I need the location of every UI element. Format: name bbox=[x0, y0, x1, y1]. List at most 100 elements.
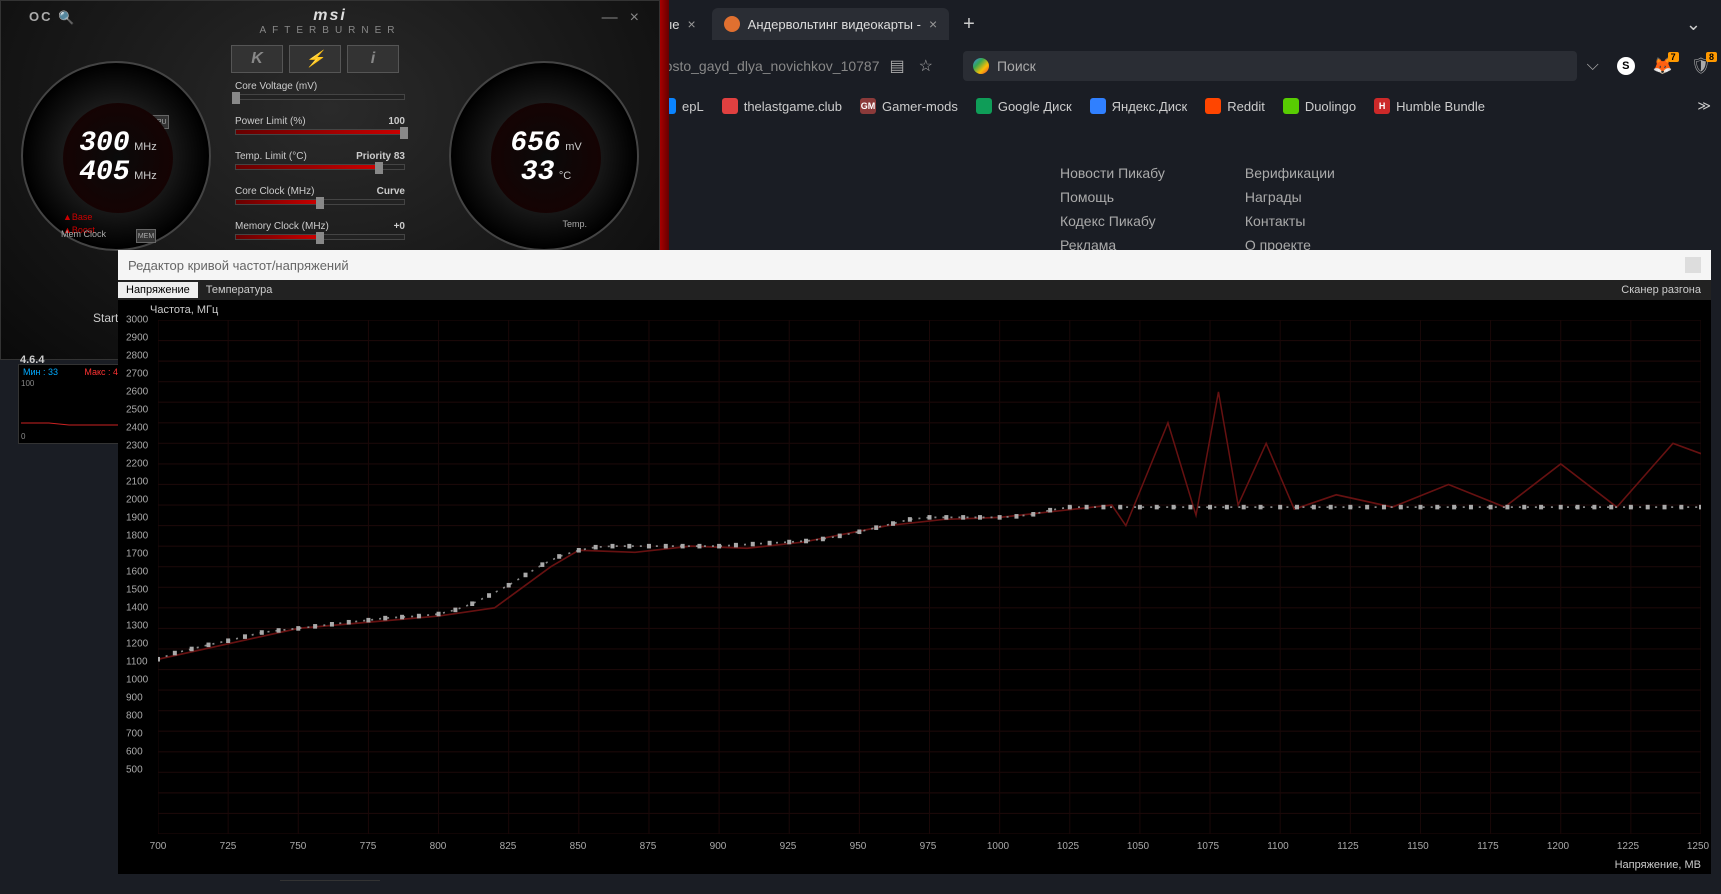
slider-value: 100 bbox=[388, 116, 405, 127]
curve-tabs: Напряжение Температура Сканер разгона bbox=[118, 280, 1711, 300]
bookmark-item[interactable]: thelastgame.club bbox=[722, 98, 842, 114]
bookmark-icon bbox=[1283, 98, 1299, 114]
slider-track[interactable] bbox=[235, 199, 405, 205]
bookmark-item[interactable]: Google Диск bbox=[976, 98, 1072, 114]
url-text: rosto_gayd_dlya_novichkov_10787 bbox=[660, 58, 880, 74]
footer-link[interactable]: Награды bbox=[1245, 189, 1335, 205]
slider-thumb[interactable] bbox=[400, 127, 408, 139]
footer-link[interactable]: Контакты bbox=[1245, 213, 1335, 229]
start-button[interactable]: Start bbox=[93, 311, 118, 325]
bookmark-icon: GM bbox=[860, 98, 876, 114]
x-tick: 1025 bbox=[1057, 841, 1079, 852]
close-icon[interactable] bbox=[1685, 257, 1701, 273]
bookmark-icon bbox=[976, 98, 992, 114]
x-tick: 825 bbox=[500, 841, 517, 852]
x-tick: 800 bbox=[430, 841, 447, 852]
slider-thumb[interactable] bbox=[316, 232, 324, 244]
scan-button[interactable]: Сканер разгона bbox=[1621, 284, 1711, 296]
reader-icon[interactable]: ▤ bbox=[890, 56, 905, 76]
x-tick: 1100 bbox=[1267, 841, 1289, 852]
shield-icon[interactable]: S bbox=[1617, 57, 1635, 75]
bookmark-icon: H bbox=[1374, 98, 1390, 114]
x-tick: 875 bbox=[640, 841, 657, 852]
slider-row: Core Voltage (mV) bbox=[235, 81, 405, 100]
taskbar-fragment bbox=[280, 880, 380, 894]
bookmark-label: epL bbox=[682, 99, 704, 114]
tab-bar: есные × Андервольтинг видеокарты - × + ⌄ bbox=[630, 8, 1711, 40]
bookmark-label: Humble Bundle bbox=[1396, 99, 1485, 114]
y-tick: 2600 bbox=[126, 387, 148, 398]
favicon-icon bbox=[724, 16, 740, 32]
slider-value: Curve bbox=[377, 186, 405, 197]
chevron-down-icon[interactable]: ⌄ bbox=[1686, 14, 1711, 35]
gpu-clock-gauge: GPU Clock GPU ▲Base ▲Boost 300 MHz 405 M… bbox=[21, 61, 211, 251]
voltage-value: 656 bbox=[510, 128, 560, 159]
tab-temperature[interactable]: Температура bbox=[198, 282, 281, 298]
y-tick: 1800 bbox=[126, 531, 148, 542]
slider-row: Power Limit (%)100 bbox=[235, 116, 405, 135]
search-input[interactable]: Поиск bbox=[963, 51, 1577, 81]
boost-value: 405 bbox=[79, 157, 129, 188]
bookmark-item[interactable]: Reddit bbox=[1205, 98, 1265, 114]
footer-link[interactable]: Новости Пикабу bbox=[1060, 165, 1165, 181]
slider-row: Temp. Limit (°C)Priority 83 bbox=[235, 151, 405, 170]
slider-track[interactable] bbox=[235, 234, 405, 240]
slider-track[interactable] bbox=[235, 129, 405, 135]
search-placeholder: Поиск bbox=[997, 58, 1036, 74]
more-bookmarks-icon[interactable]: ≫ bbox=[1697, 98, 1711, 114]
mini-temp-graph: Мин : 33 Макс : 47 100 0 bbox=[18, 364, 128, 444]
y-tick: 1100 bbox=[126, 657, 148, 668]
slider-row: Memory Clock (MHz)+0 bbox=[235, 221, 405, 240]
star-icon[interactable]: ☆ bbox=[919, 56, 933, 76]
bookmark-icon bbox=[1090, 98, 1106, 114]
footer-link[interactable]: Верификации bbox=[1245, 165, 1335, 181]
bookmark-item[interactable]: Яндекс.Диск bbox=[1090, 98, 1188, 114]
tab-info[interactable]: i bbox=[347, 45, 399, 73]
bookmark-item[interactable]: H Humble Bundle bbox=[1374, 98, 1485, 114]
new-tab-button[interactable]: + bbox=[953, 13, 985, 36]
minimize-icon[interactable]: — bbox=[602, 9, 618, 27]
pocket-icon[interactable]: ⌵ bbox=[1587, 57, 1599, 75]
bookmark-item[interactable]: GM Gamer-mods bbox=[860, 98, 958, 114]
y-tick: 1500 bbox=[126, 585, 148, 596]
tab-k[interactable]: K bbox=[231, 45, 283, 73]
y-tick: 2800 bbox=[126, 351, 148, 362]
bookmark-item[interactable]: Duolingo bbox=[1283, 98, 1356, 114]
slider-row: Core Clock (MHz) Curve bbox=[235, 186, 405, 205]
slider-track[interactable] bbox=[235, 94, 405, 100]
bookmark-label: Duolingo bbox=[1305, 99, 1356, 114]
x-tick: 775 bbox=[360, 841, 377, 852]
y-tick: 500 bbox=[126, 765, 143, 776]
tab-title: Андервольтинг видеокарты - bbox=[748, 17, 921, 32]
search-icon[interactable]: 🔍 bbox=[58, 10, 76, 26]
mem-badge[interactable]: MEM bbox=[136, 229, 156, 243]
y-tick: 600 bbox=[126, 747, 143, 758]
footer-link[interactable]: Помощь bbox=[1060, 189, 1165, 205]
bookmark-bar: epL thelastgame.club GM Gamer-mods Google Ди… bbox=[660, 90, 1711, 122]
y-tick: 2900 bbox=[126, 333, 148, 344]
curve-chart[interactable]: Частота, МГц Напряжение, МВ 300029002800… bbox=[118, 300, 1711, 874]
bookmark-label: Gamer-mods bbox=[882, 99, 958, 114]
x-tick: 1125 bbox=[1337, 841, 1359, 852]
footer-link[interactable]: Кодекс Пикабу bbox=[1060, 213, 1165, 229]
y-tick: 2700 bbox=[126, 369, 148, 380]
x-tick: 925 bbox=[780, 841, 797, 852]
tab-voltage[interactable]: Напряжение bbox=[118, 282, 198, 298]
close-icon[interactable]: × bbox=[630, 9, 639, 27]
slider-thumb[interactable] bbox=[375, 162, 383, 174]
voltage-gauge: Voltage 656 mV 33 °C Temp. bbox=[449, 61, 639, 251]
y-tick: 2200 bbox=[126, 459, 148, 470]
slider-track[interactable] bbox=[235, 164, 405, 170]
extension-icon[interactable]: 🦊7 bbox=[1653, 56, 1673, 76]
y-tick: 1200 bbox=[126, 639, 148, 650]
tab-monitor[interactable]: ⚡ bbox=[289, 45, 341, 73]
bookmark-icon bbox=[722, 98, 738, 114]
slider-thumb[interactable] bbox=[232, 92, 240, 104]
close-icon[interactable]: × bbox=[929, 16, 937, 32]
slider-label: Core Clock (MHz) bbox=[235, 186, 314, 197]
close-icon[interactable]: × bbox=[687, 16, 695, 32]
y-tick: 1400 bbox=[126, 603, 148, 614]
extension-icon[interactable]: 🛡8 bbox=[1691, 56, 1711, 76]
browser-tab[interactable]: Андервольтинг видеокарты - × bbox=[712, 8, 949, 40]
slider-thumb[interactable] bbox=[316, 197, 324, 209]
